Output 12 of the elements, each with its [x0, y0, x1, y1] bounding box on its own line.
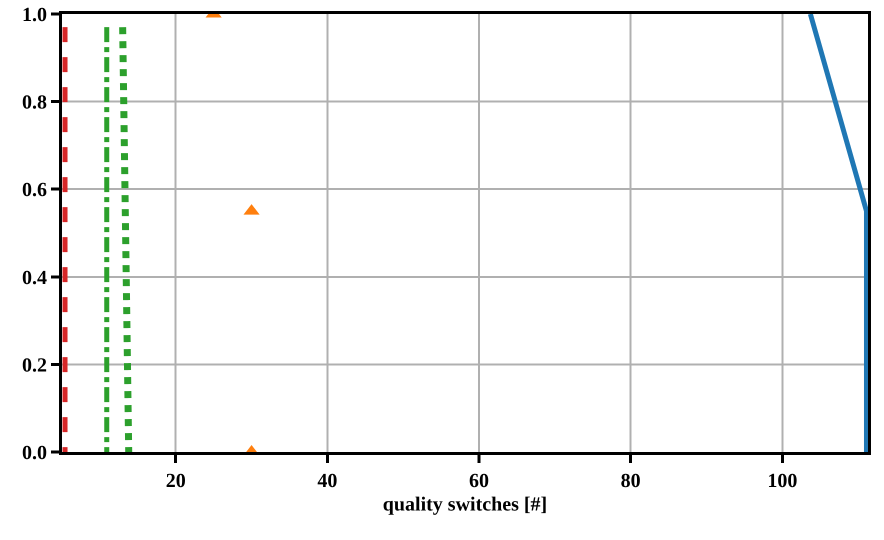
y-tick-label: 0.6 [22, 179, 47, 202]
x-tick-label: 100 [767, 470, 798, 492]
x-axis-title: quality switches [#] [382, 494, 548, 516]
y-tick-label: 0.8 [22, 92, 47, 114]
x-tick-label: 20 [166, 470, 186, 492]
x-tick-label: 40 [317, 470, 338, 492]
y-tick-label: 1.0 [22, 4, 47, 26]
y-tick-label: 0.0 [22, 442, 47, 464]
y-tick-label: 0.4 [22, 266, 47, 289]
x-tick-label: 60 [469, 470, 490, 492]
y-tick-label: 0.2 [22, 354, 47, 376]
x-tick-label: 80 [620, 470, 641, 492]
